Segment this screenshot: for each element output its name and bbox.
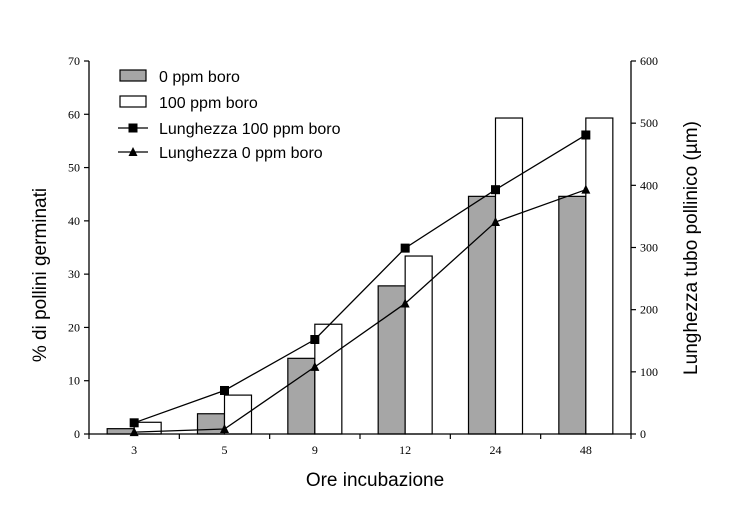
bar-0ppm-24 <box>467 195 497 435</box>
left-tick-label: 50 <box>68 161 80 175</box>
bar-0ppm-5 <box>196 413 226 435</box>
bar-0ppm-12 <box>377 285 406 435</box>
legend-square-marker <box>128 123 138 133</box>
left-tick-label: 10 <box>68 374 80 388</box>
right-tick-label: 0 <box>640 427 646 441</box>
line-lunghezza-100ppm <box>133 134 587 424</box>
legend-swatch-100ppm-boro <box>119 95 147 108</box>
right-axis: 0 100 200 300 400 500 600 <box>630 54 658 441</box>
x-tick-label-9: 9 <box>312 443 318 457</box>
right-tick-label: 400 <box>640 178 658 192</box>
triangle-marker-5 <box>220 424 229 434</box>
right-tick-label: 600 <box>640 54 658 68</box>
square-marker-5 <box>220 385 229 395</box>
bar-100ppm-24 <box>494 117 524 435</box>
triangle-marker-24 <box>491 217 500 227</box>
left-tick-label: 30 <box>68 267 80 281</box>
bar-0ppm-3 <box>106 428 135 435</box>
legend-label-0ppm-boro: 0 ppm boro <box>159 69 240 86</box>
line-lunghezza-0ppm <box>134 189 587 433</box>
bar-0ppm-48 <box>558 195 587 435</box>
square-marker-9 <box>310 335 320 345</box>
left-tick-label: 20 <box>68 320 80 334</box>
legend-triangle-marker <box>128 147 138 156</box>
left-tick-label: 0 <box>74 427 80 441</box>
x-tick-label-24: 24 <box>490 443 502 457</box>
triangle-marker-48 <box>581 184 591 194</box>
plot-area <box>106 117 614 437</box>
x-tick-label-12: 12 <box>399 443 411 457</box>
bar-100ppm-5 <box>223 394 253 435</box>
left-axis: 0 10 20 30 40 50 60 70 <box>68 54 90 441</box>
x-tick-label-3: 3 <box>131 443 137 457</box>
legend-swatch-0ppm-boro <box>119 69 147 82</box>
y-axis-title-left: % di pollini germinati <box>30 188 51 362</box>
legend-label-lunghezza-100ppm: Lunghezza 100 ppm boro <box>159 121 341 138</box>
x-tick-label-48: 48 <box>580 443 592 457</box>
bar-100ppm-12 <box>404 255 433 435</box>
right-tick-label: 100 <box>640 365 658 379</box>
x-tick-label-5: 5 <box>222 443 228 457</box>
right-tick-label: 500 <box>640 116 658 130</box>
square-marker-3 <box>129 418 139 428</box>
square-marker-12 <box>400 243 410 253</box>
triangle-marker-9 <box>310 361 320 371</box>
left-tick-label: 70 <box>68 54 80 68</box>
left-tick-label: 40 <box>68 214 80 228</box>
right-tick-label: 300 <box>640 241 658 255</box>
triangle-marker-12 <box>400 298 410 308</box>
x-axis-title: Ore incubazione <box>306 470 444 491</box>
x-axis: 3 5 9 12 24 48 <box>88 433 632 457</box>
left-tick-label: 60 <box>68 107 80 121</box>
bar-100ppm-48 <box>585 117 614 435</box>
square-marker-24 <box>491 185 500 195</box>
square-marker-48 <box>581 130 591 140</box>
right-tick-label: 200 <box>640 303 658 317</box>
y-axis-title-right: Lunghezza tubo pollinico (µm) <box>681 121 702 375</box>
legend: 0 ppm boro 100 ppm boro Lunghezza 100 ppm … <box>118 69 341 162</box>
bar-0ppm-9 <box>287 357 316 435</box>
legend-label-100ppm-boro: 100 ppm boro <box>159 95 258 112</box>
legend-label-lunghezza-0ppm: Lunghezza 0 ppm boro <box>159 145 323 162</box>
